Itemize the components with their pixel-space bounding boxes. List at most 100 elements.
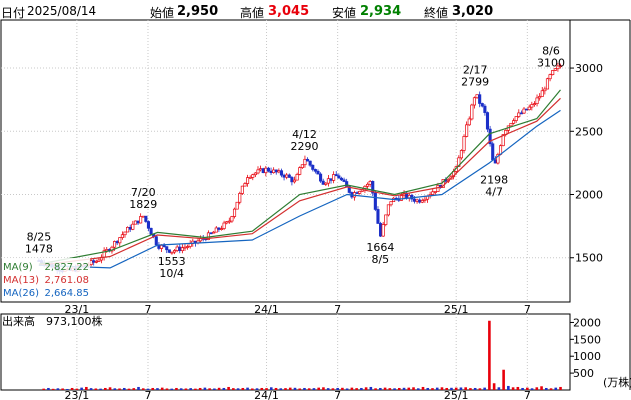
candle-body <box>285 174 289 178</box>
candle-body <box>501 134 505 147</box>
candle-body <box>371 181 375 194</box>
volume-bar <box>146 388 150 390</box>
volume-bar <box>454 387 458 390</box>
volume-bar <box>141 388 145 390</box>
annotation-value: 1478 <box>25 243 53 256</box>
volume-bar <box>379 387 382 390</box>
volume-bar <box>431 388 434 390</box>
candle-body <box>259 168 263 171</box>
annotation-value: 1664 <box>366 241 394 254</box>
volume-bar <box>303 387 306 390</box>
candle-body <box>376 209 380 224</box>
candle-body <box>480 103 484 107</box>
candle-body <box>188 243 192 247</box>
volume-bar <box>179 388 183 390</box>
price-tick-label: 2000 <box>575 189 603 202</box>
candle-body <box>329 178 333 181</box>
candle-body <box>209 232 213 235</box>
candle-body <box>212 231 216 234</box>
volume-bar <box>530 388 534 390</box>
volume-bar <box>421 386 425 390</box>
candle-body <box>316 170 320 175</box>
date-tick-label: 7 <box>334 303 341 316</box>
candle-body <box>298 167 302 175</box>
candle-body <box>246 177 250 184</box>
candle-body <box>556 65 560 70</box>
candle-body <box>459 150 463 159</box>
candle-body <box>543 88 547 92</box>
volume-bar <box>393 388 396 390</box>
volume-bar <box>66 388 69 390</box>
volume-bar <box>374 388 377 390</box>
candle-body <box>139 216 143 224</box>
annotation-value: 1553 <box>158 255 186 268</box>
annotation-date: 8/5 <box>371 253 389 266</box>
candle-body <box>123 231 127 236</box>
candle-body <box>485 112 490 130</box>
volume-bar <box>488 320 491 390</box>
volume-bar <box>317 387 320 390</box>
volume-bar <box>222 387 226 390</box>
volume-bar <box>412 387 415 390</box>
volume-bar <box>42 388 45 390</box>
volume-bar <box>473 387 477 390</box>
candle-body <box>272 169 276 174</box>
moving-average-line <box>38 97 561 266</box>
candle-body <box>180 247 184 252</box>
candle-body <box>133 220 137 225</box>
candle-body <box>214 227 218 233</box>
price-tick-label: 2500 <box>575 125 603 138</box>
candle-body <box>519 112 523 115</box>
candle-body <box>535 97 539 105</box>
candle-body <box>496 154 500 164</box>
candle-body <box>553 68 557 71</box>
candle-body <box>282 174 286 178</box>
candle-body <box>431 191 435 195</box>
high-value: 3,045 <box>268 4 310 19</box>
volume-bar <box>94 388 98 390</box>
volume-bar <box>232 388 235 390</box>
candle-body <box>178 246 182 252</box>
volume-bar <box>118 388 121 390</box>
volume-bar <box>398 387 401 390</box>
candle-body <box>321 180 325 185</box>
volume-label: 出来高 <box>2 314 35 328</box>
low-label: 安値 <box>332 6 357 20</box>
candle-body <box>517 112 521 117</box>
volume-bar <box>213 388 216 390</box>
candle-body <box>381 224 385 237</box>
candle-body <box>311 164 315 170</box>
volume-bar <box>184 388 188 390</box>
volume-bar <box>459 387 463 390</box>
ma-legend-name: MA(13) <box>3 275 39 286</box>
candle-body <box>230 216 234 222</box>
volume-bar <box>336 387 339 390</box>
low-value: 2,934 <box>360 4 402 19</box>
candle-body <box>399 195 403 201</box>
volume-bar <box>51 388 55 390</box>
volume-bar <box>478 388 482 390</box>
ma-legend-box <box>2 258 90 300</box>
candle-body <box>105 249 109 252</box>
candle-body <box>384 214 388 225</box>
volume-bar <box>274 387 278 390</box>
volume-bar <box>241 387 245 390</box>
price-plot-frame <box>0 19 571 303</box>
candle-body <box>295 174 299 181</box>
candle-body <box>92 260 96 263</box>
volume-bar <box>298 388 302 390</box>
annotation-date: 2/17 <box>463 63 488 76</box>
volume-bar <box>156 388 159 390</box>
ma-legend-value: 2,761.08 <box>44 275 89 286</box>
annotation-date: 4/12 <box>292 128 317 141</box>
volume-bar <box>350 387 354 390</box>
volume-date-tick-label: 24/1 <box>254 389 279 400</box>
volume-tick-label: 1000 <box>573 350 601 363</box>
candle-body <box>483 105 487 113</box>
price-tick-label: 3000 <box>575 62 603 75</box>
candle-body <box>227 220 231 223</box>
candle-body <box>154 236 158 246</box>
candle-body <box>324 182 328 185</box>
date-tick-label: 24/1 <box>254 303 279 316</box>
